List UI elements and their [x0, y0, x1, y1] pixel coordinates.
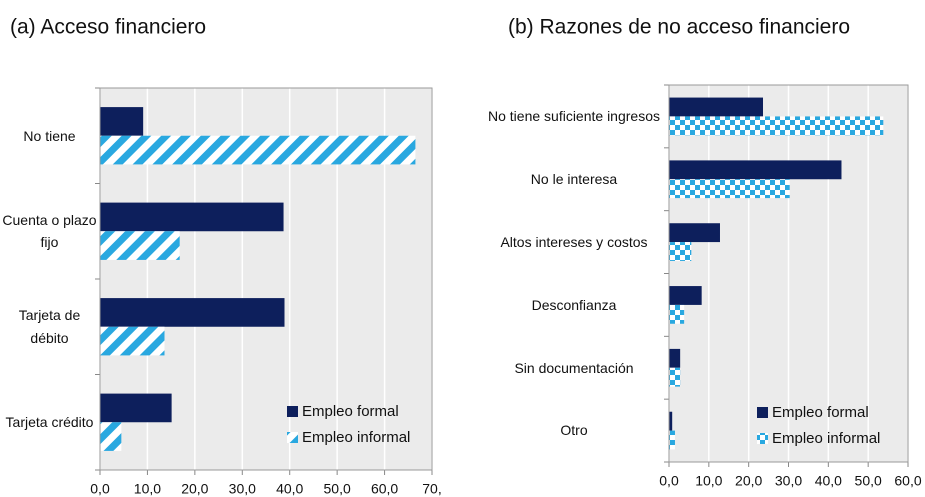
plot-border [668, 84, 909, 463]
bar [669, 430, 675, 450]
legend-label: Empleo formal [772, 404, 869, 421]
bar [100, 298, 285, 327]
x-tick-label: 40,0 [276, 481, 303, 497]
x-tick-label: 10,0 [695, 473, 722, 489]
x-tick-label: 30,0 [229, 481, 256, 497]
x-tick-label: 60,0 [894, 473, 921, 489]
bar [100, 231, 180, 260]
x-tick-label: 10,0 [134, 481, 161, 497]
chart-title: (b) Razones de no acceso financiero [508, 16, 850, 39]
bar [100, 326, 165, 356]
legend-label: Empleo informal [772, 430, 880, 447]
y-tick-label: Cuenta o plazo fijo [2, 211, 97, 251]
y-tick-label: Tarjeta de débito [18, 307, 81, 346]
legend-label: Empleo formal [302, 403, 399, 420]
y-tick-label: Altos intereses y costos [500, 233, 648, 250]
bar [100, 202, 284, 232]
bar [669, 179, 790, 199]
legend-swatch [287, 406, 298, 417]
bar [669, 367, 681, 387]
x-tick-label: 0,0 [659, 473, 679, 489]
y-tick-label: No tiene [23, 127, 76, 144]
plot-border [99, 87, 433, 471]
y-tick-label: No tiene suficiente ingresos [488, 108, 660, 125]
bar [100, 135, 416, 165]
bar [669, 411, 673, 431]
bar [669, 223, 720, 243]
bar [669, 160, 842, 180]
chart-title: (a) Acceso financiero [10, 16, 206, 39]
x-tick-label: 30,0 [775, 473, 802, 489]
bar [100, 422, 122, 451]
y-tick-label: Sin documentación [514, 359, 634, 376]
x-tick-label: 20,0 [735, 473, 762, 489]
x-tick-label: 60,0 [371, 481, 398, 497]
x-tick-label: 40,0 [815, 473, 842, 489]
bar [669, 304, 685, 324]
bar [669, 348, 681, 368]
x-tick-label: 70, [422, 481, 441, 497]
y-tick-label: Otro [560, 422, 588, 439]
y-tick-label: Desconfianza [531, 296, 617, 313]
x-tick-label: 0,0 [90, 481, 110, 497]
bar [669, 116, 884, 136]
bar [669, 286, 702, 305]
y-tick-label: Tarjeta crédito [5, 414, 94, 431]
legend-swatch [287, 432, 298, 443]
bar [100, 393, 172, 423]
x-tick-label: 20,0 [181, 481, 208, 497]
legend-swatch [757, 407, 768, 418]
y-tick-label: No le interesa [530, 171, 618, 188]
legend-label: Empleo informal [302, 429, 410, 446]
x-tick-label: 50,0 [855, 473, 882, 489]
bar [100, 107, 144, 136]
bar [669, 242, 692, 261]
bar [669, 97, 764, 117]
legend-swatch [757, 433, 768, 444]
x-tick-label: 50,0 [324, 481, 351, 497]
